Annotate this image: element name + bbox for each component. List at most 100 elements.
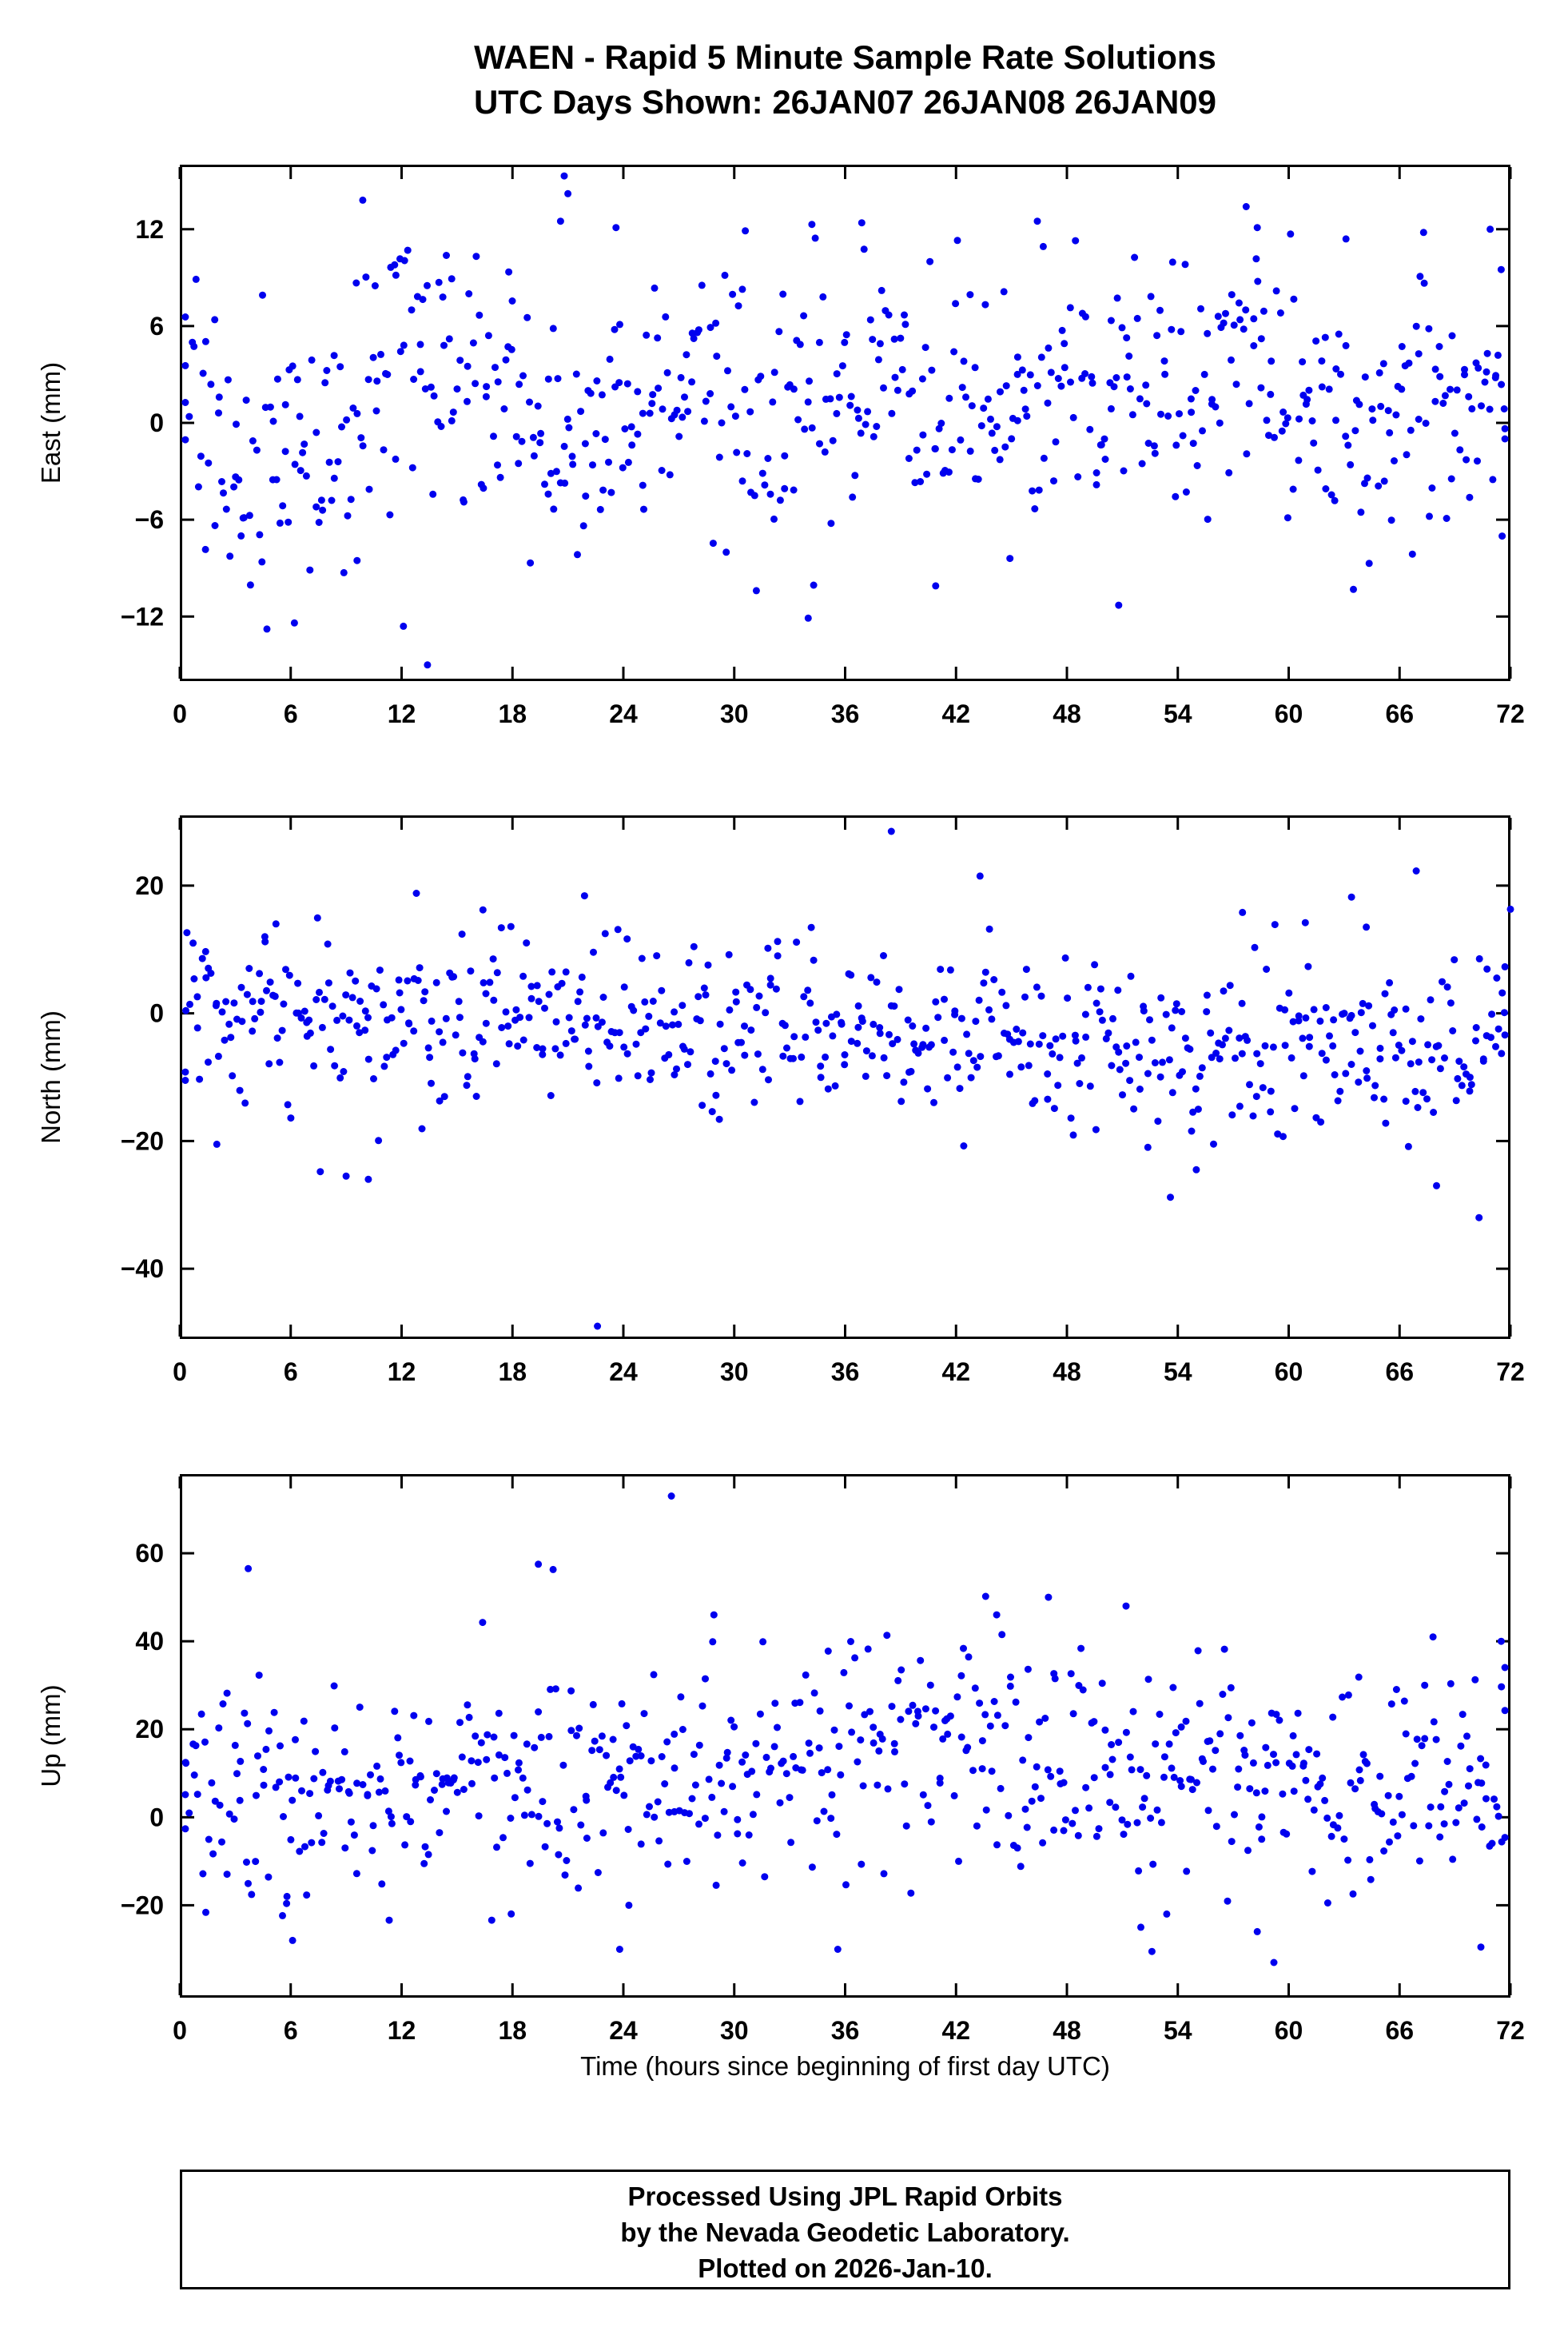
data-point	[624, 458, 632, 466]
data-point	[1339, 1693, 1347, 1701]
data-point	[913, 446, 921, 454]
data-point	[1363, 1074, 1371, 1082]
data-point	[963, 1030, 971, 1038]
data-point	[429, 490, 437, 498]
data-point	[1088, 373, 1096, 381]
data-point	[453, 385, 461, 393]
data-point	[620, 983, 628, 991]
data-point	[804, 614, 812, 622]
data-point	[800, 312, 808, 320]
data-point	[491, 1774, 499, 1782]
data-point	[1153, 332, 1161, 340]
data-point	[976, 872, 984, 880]
data-point	[764, 944, 772, 952]
x-tick-label: 72	[1496, 1357, 1525, 1386]
data-point	[909, 1701, 917, 1709]
data-point	[1347, 1011, 1355, 1019]
data-point	[1122, 1059, 1130, 1067]
data-point	[1242, 203, 1250, 210]
data-point	[547, 1092, 555, 1099]
data-point	[635, 1745, 643, 1753]
data-point	[196, 1075, 204, 1083]
data-point	[932, 998, 940, 1006]
data-point	[251, 1014, 259, 1022]
data-point	[498, 1024, 506, 1031]
data-point	[1475, 1213, 1483, 1221]
data-point	[1061, 364, 1069, 372]
data-point	[638, 954, 646, 962]
data-point	[549, 325, 557, 333]
data-point	[955, 1857, 962, 1865]
data-point	[541, 1843, 549, 1851]
data-point	[966, 447, 974, 455]
data-point	[315, 1811, 323, 1819]
data-point	[1220, 1645, 1228, 1653]
data-point	[749, 1811, 757, 1819]
data-point	[885, 1030, 893, 1038]
data-point	[684, 1061, 691, 1069]
data-point	[655, 1837, 663, 1845]
data-point	[1243, 450, 1251, 458]
data-point	[727, 403, 735, 411]
data-point	[468, 1757, 476, 1765]
data-point	[490, 996, 498, 1004]
data-point	[584, 1047, 592, 1055]
data-point	[456, 1719, 464, 1727]
data-point	[1323, 1899, 1331, 1907]
data-point	[1060, 1779, 1068, 1787]
data-point	[507, 1910, 515, 1918]
data-point	[1416, 273, 1424, 281]
data-point	[353, 556, 361, 564]
data-point	[827, 1815, 835, 1823]
data-point	[1386, 1838, 1393, 1846]
data-point	[380, 1062, 388, 1070]
data-point	[577, 408, 585, 416]
x-tick-label: 30	[720, 699, 749, 728]
data-point	[516, 1014, 524, 1022]
data-point	[599, 994, 607, 1001]
data-point	[1305, 1746, 1313, 1754]
data-point	[1472, 1024, 1480, 1031]
data-point	[772, 985, 780, 993]
data-point	[1056, 1767, 1064, 1775]
data-point	[1259, 1084, 1267, 1092]
data-point	[870, 432, 878, 440]
data-point	[1014, 1038, 1022, 1046]
data-point	[211, 316, 219, 324]
data-point	[469, 339, 477, 347]
data-point	[1257, 335, 1265, 343]
data-point	[618, 1699, 626, 1707]
data-point	[1501, 1707, 1509, 1715]
data-point	[654, 1798, 662, 1806]
data-point	[698, 281, 706, 289]
data-point	[237, 532, 245, 540]
data-point	[277, 1742, 284, 1750]
data-point	[774, 952, 782, 960]
data-point	[648, 400, 656, 408]
data-point	[289, 1936, 296, 1944]
data-point	[300, 1007, 308, 1015]
data-point	[731, 412, 739, 420]
data-point	[1441, 1787, 1449, 1795]
data-point	[327, 1046, 335, 1054]
plot-title-line1: WAEN - Rapid 5 Minute Sample Rate Soluti…	[474, 38, 1216, 76]
data-point	[847, 1638, 854, 1645]
data-point	[981, 1711, 989, 1719]
data-point	[829, 1032, 837, 1040]
data-point	[1052, 1035, 1060, 1043]
data-point	[1193, 462, 1201, 469]
data-point	[378, 1880, 386, 1888]
data-point	[734, 1815, 742, 1823]
x-tick-label: 48	[1053, 1357, 1081, 1386]
data-point	[917, 1656, 925, 1664]
data-point	[497, 924, 505, 932]
data-point	[1146, 1016, 1153, 1024]
data-point	[1274, 1130, 1282, 1138]
data-point	[413, 293, 421, 301]
data-point	[738, 1859, 746, 1867]
data-point	[1161, 370, 1169, 378]
data-point	[919, 1041, 927, 1049]
data-point	[202, 1908, 209, 1916]
data-point	[893, 386, 901, 394]
data-point	[598, 391, 606, 399]
